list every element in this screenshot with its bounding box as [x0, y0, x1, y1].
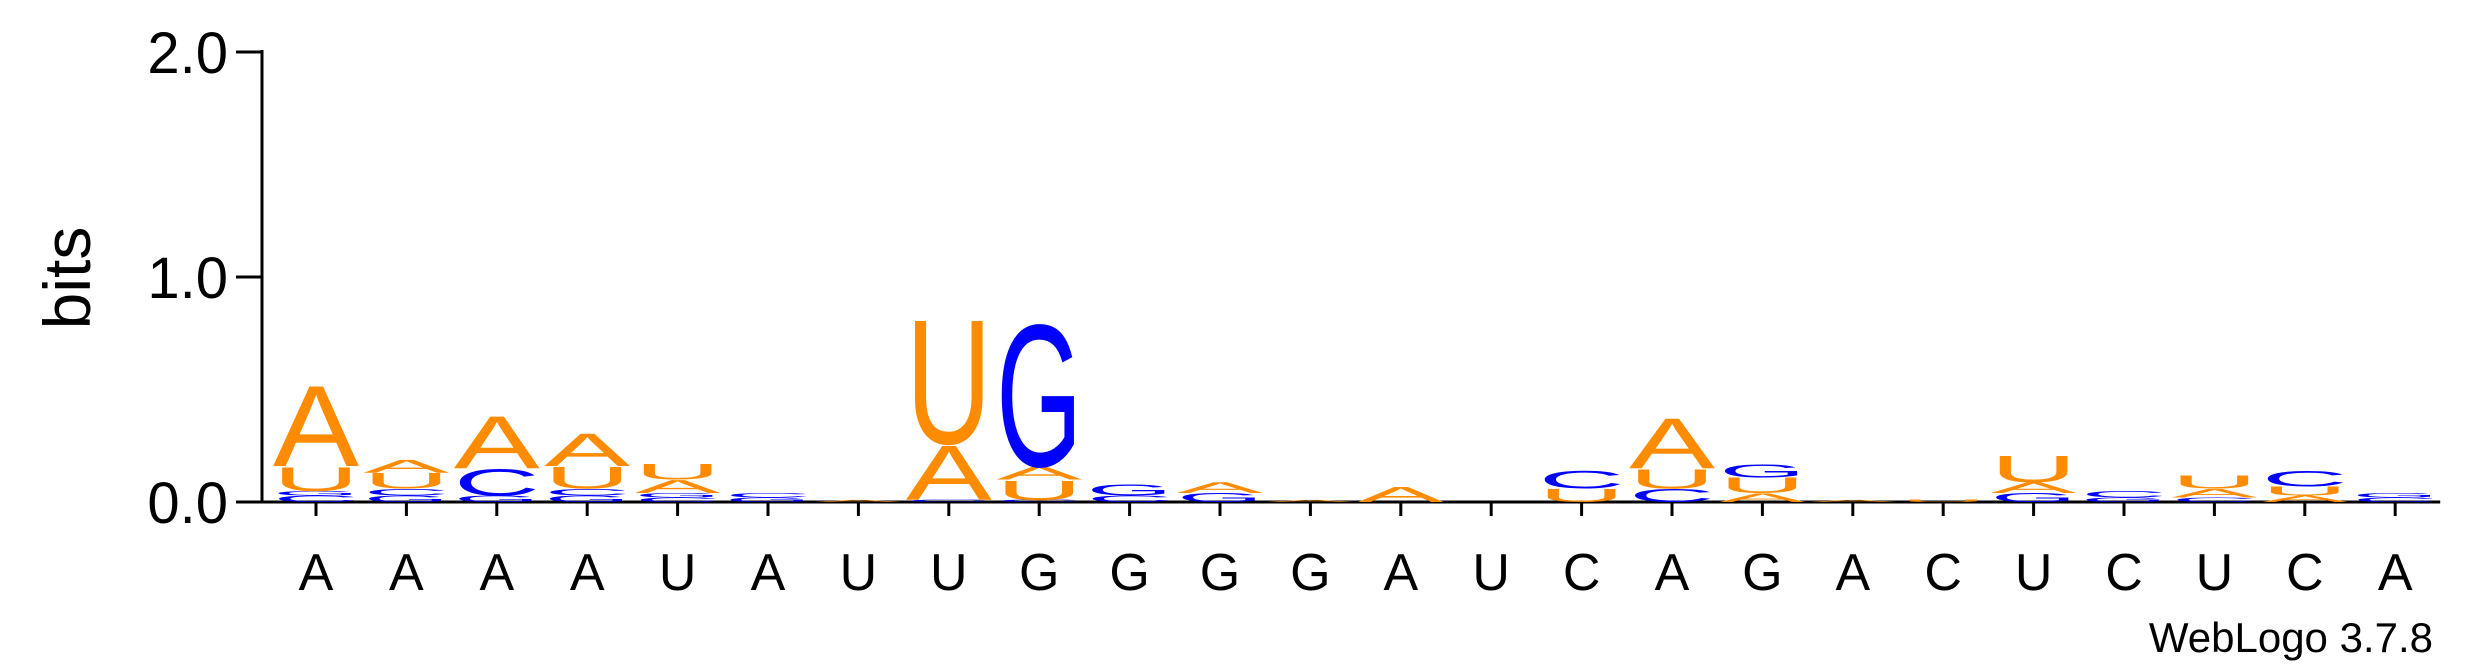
- logo-letter: C: [1629, 485, 1715, 506]
- logo-letter: C: [2081, 489, 2167, 499]
- logo-letter: C: [2352, 496, 2438, 503]
- logo-letter: A: [363, 456, 450, 477]
- logo-letter: G: [2352, 492, 2438, 499]
- logo-letter: U: [1900, 499, 1986, 502]
- logo-letter: G: [2081, 496, 2167, 503]
- y-tick-label: 2.0: [147, 21, 228, 86]
- x-tick-label: G: [1742, 544, 1782, 602]
- logo-letter: C: [2171, 496, 2257, 503]
- logo-letter: U: [1991, 448, 2077, 490]
- logo-letter: U: [1629, 463, 1715, 495]
- logo-letter: G: [1991, 491, 2077, 505]
- logo-letter: A: [273, 362, 359, 491]
- logo-letter: U: [1719, 473, 1805, 498]
- logo-letter: C: [544, 487, 630, 497]
- x-tick-label: C: [1563, 544, 1601, 602]
- logo-letter: G: [273, 490, 359, 497]
- logo-letter: C: [2262, 466, 2348, 491]
- logo-letter: C: [906, 499, 992, 502]
- logo-letter: A: [635, 476, 722, 497]
- logo-letter: A: [1810, 499, 1896, 502]
- logo-letter: C: [1087, 494, 1173, 504]
- logo-letter: G: [635, 492, 721, 499]
- logo-letter: U: [363, 469, 449, 494]
- x-tick-label: A: [1655, 544, 1690, 602]
- x-tick-label: C: [2286, 544, 2324, 602]
- logo-letter: U: [544, 460, 630, 495]
- logo-letter: A: [906, 429, 992, 516]
- logo-letter: A: [1267, 499, 1353, 502]
- logo-letter: G: [1177, 491, 1263, 505]
- logo-letter: C: [725, 492, 811, 499]
- x-tick-label: U: [2196, 544, 2234, 602]
- logo-letter: C: [363, 487, 449, 497]
- x-tick-label: U: [930, 544, 968, 602]
- x-tick-label: A: [2378, 544, 2413, 602]
- logo-letter: G: [1087, 481, 1173, 498]
- x-tick-label: G: [1109, 544, 1149, 602]
- x-tick-label: A: [1835, 544, 1870, 602]
- logo-letter: G: [1719, 460, 1805, 481]
- x-tick-label: G: [1200, 544, 1240, 602]
- x-tick-label: A: [751, 544, 786, 602]
- x-tick-label: U: [659, 544, 697, 602]
- x-tick-label: U: [2015, 544, 2053, 602]
- x-tick-label: C: [1924, 544, 1962, 602]
- x-tick-label: A: [1383, 544, 1418, 602]
- x-tick-label: A: [389, 544, 424, 602]
- logo-letter: C: [273, 494, 359, 504]
- x-tick-label: A: [479, 544, 514, 602]
- logo-letter: U: [635, 460, 721, 485]
- logo-letter: A: [996, 462, 1083, 483]
- logo-letter: U: [2262, 484, 2348, 498]
- logo-letter: A: [1177, 479, 1264, 496]
- x-tick-label: C: [2105, 544, 2143, 602]
- x-tick-label: U: [1472, 544, 1510, 602]
- x-tick-label: U: [840, 544, 878, 602]
- x-tick-label: A: [299, 544, 334, 602]
- logo-letter: A: [544, 424, 630, 476]
- logo-letter: G: [996, 282, 1082, 509]
- logo-letter: U: [1539, 485, 1625, 506]
- logo-letter: U: [906, 283, 992, 482]
- logo-letter: A: [1991, 479, 2078, 496]
- logo-letter: U: [273, 460, 359, 498]
- logo-letter: C: [1539, 466, 1625, 494]
- logo-letter: A: [1358, 482, 1444, 507]
- logo-letter: G: [363, 494, 449, 504]
- x-tick-label: G: [1019, 544, 1059, 602]
- logo-letter: A: [815, 499, 901, 502]
- logo-letter: U: [2171, 471, 2257, 492]
- logo-letter: A: [1629, 404, 1715, 484]
- y-tick-label: 1.0: [147, 246, 228, 311]
- logo-letter: G: [544, 494, 630, 504]
- logo-letter: C: [996, 499, 1082, 502]
- logo-letter: A: [1719, 491, 1806, 505]
- x-tick-label: A: [570, 544, 605, 602]
- logo-letter: C: [454, 462, 540, 504]
- y-tick-label: 0.0: [147, 471, 228, 536]
- footer: WebLogo 3.7.8: [2149, 614, 2433, 661]
- logo-letter: A: [2171, 486, 2258, 500]
- logo-letter: G: [454, 494, 540, 504]
- logo-letter: G: [725, 496, 811, 503]
- y-axis-label: bits: [30, 227, 104, 330]
- logo-letter: A: [454, 400, 540, 484]
- logo-letter: U: [996, 474, 1082, 506]
- x-tick-label: G: [1290, 544, 1330, 602]
- logo-letter: C: [635, 496, 721, 503]
- logo-letter: A: [2262, 494, 2348, 504]
